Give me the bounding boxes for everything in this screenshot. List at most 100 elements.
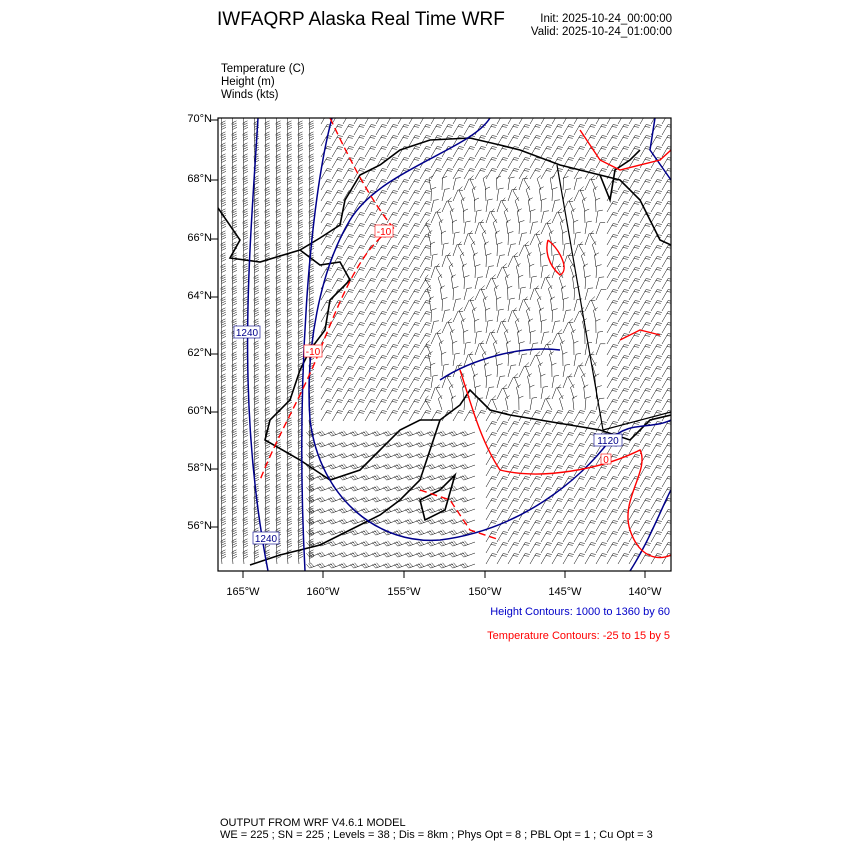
wind-barb (606, 388, 618, 400)
wind-barb (441, 363, 449, 378)
wind-barb (617, 278, 629, 290)
wind-barb (386, 146, 398, 158)
wind-barb (220, 296, 227, 312)
wind-barb (231, 340, 238, 356)
wind-barb (628, 399, 640, 411)
wind-barb (405, 529, 421, 536)
wind-barb (617, 542, 629, 554)
wind-barb (584, 118, 589, 125)
wind-barb (372, 507, 388, 514)
wind-barb (275, 406, 282, 422)
wind-barb (328, 551, 344, 558)
wind-barb (427, 485, 443, 492)
wind-barb (220, 395, 227, 411)
wind-barb (584, 531, 596, 543)
wind-barb (540, 319, 547, 334)
wind-barb (606, 311, 618, 323)
wind-barb (275, 384, 282, 400)
wind-barb (617, 388, 629, 400)
wind-barb (428, 175, 434, 191)
wind-barb (419, 289, 431, 301)
wind-barb (628, 366, 640, 378)
wind-barb (496, 465, 508, 477)
wind-barb (518, 465, 530, 477)
wind-barb (540, 124, 552, 136)
wind-barb (419, 388, 431, 400)
wind-barb (231, 351, 238, 367)
wind-barb (331, 333, 343, 345)
wind-barb (485, 509, 497, 521)
wind-barb (231, 142, 238, 158)
wind-barb (372, 430, 388, 437)
wind-barb (242, 131, 249, 147)
wind-barb (628, 212, 640, 224)
wind-barb (639, 531, 651, 543)
wind-barb (372, 518, 388, 525)
wind-barb (595, 157, 607, 169)
wind-barb (529, 221, 538, 235)
wind-barb (463, 354, 474, 367)
wind-barb (438, 551, 454, 558)
wind-barb (408, 278, 420, 290)
wind-barb (427, 540, 443, 547)
wind-barb (416, 452, 432, 459)
wind-barb (386, 118, 391, 125)
wind-barb (275, 241, 282, 257)
wind-barb (496, 157, 508, 169)
wind-barb (496, 498, 508, 510)
wind-barb (606, 487, 618, 499)
wind-barb (353, 366, 365, 378)
wind-barb (405, 463, 421, 470)
wind-barb (573, 146, 585, 158)
wind-barb (639, 432, 651, 444)
wind-barb (427, 496, 443, 503)
wind-barb (220, 483, 227, 499)
wind-barb (540, 410, 552, 422)
wind-barb (286, 494, 293, 510)
wind-barb (386, 300, 398, 312)
wind-barb (617, 443, 629, 455)
wind-barb (639, 267, 651, 279)
wind-barb (650, 322, 662, 334)
wind-barb (308, 329, 315, 345)
wind-barb (562, 176, 569, 191)
wind-barb (242, 197, 249, 213)
wind-barb (628, 377, 640, 389)
wind-barb (628, 118, 633, 125)
wind-barb (507, 421, 519, 433)
wind-barb (617, 267, 629, 279)
wind-barb (570, 263, 575, 279)
wind-barb (231, 285, 238, 301)
wind-barb (286, 483, 293, 499)
wind-barb (416, 518, 432, 525)
wind-barb (551, 387, 562, 400)
wind-barb (308, 186, 315, 202)
wind-barb (242, 241, 249, 257)
wind-barb (427, 230, 433, 246)
wind-barb (551, 362, 557, 378)
wind-barb (353, 223, 365, 235)
wind-barb (546, 395, 553, 411)
wind-barb (264, 340, 271, 356)
wind-barb (320, 146, 332, 158)
wind-barb (606, 377, 618, 389)
wind-barb (320, 366, 332, 378)
wind-barb (507, 498, 519, 510)
wind-barb (438, 430, 454, 437)
wind-barb (242, 362, 249, 378)
wind-barb (584, 124, 596, 136)
wind-barb (606, 118, 611, 125)
wind-barb (297, 362, 304, 378)
wind-barb (617, 355, 629, 367)
wind-barb (562, 520, 574, 532)
wind-barb (408, 289, 420, 301)
wind-barb (606, 256, 618, 268)
wind-barb (394, 507, 410, 514)
wind-barb (264, 186, 271, 202)
wind-barb (562, 230, 568, 246)
wind-barb (562, 498, 574, 510)
temperature-label: 0 (600, 453, 612, 466)
wind-barb (448, 263, 454, 279)
wind-barb (297, 307, 304, 323)
wind-barb (584, 208, 590, 224)
